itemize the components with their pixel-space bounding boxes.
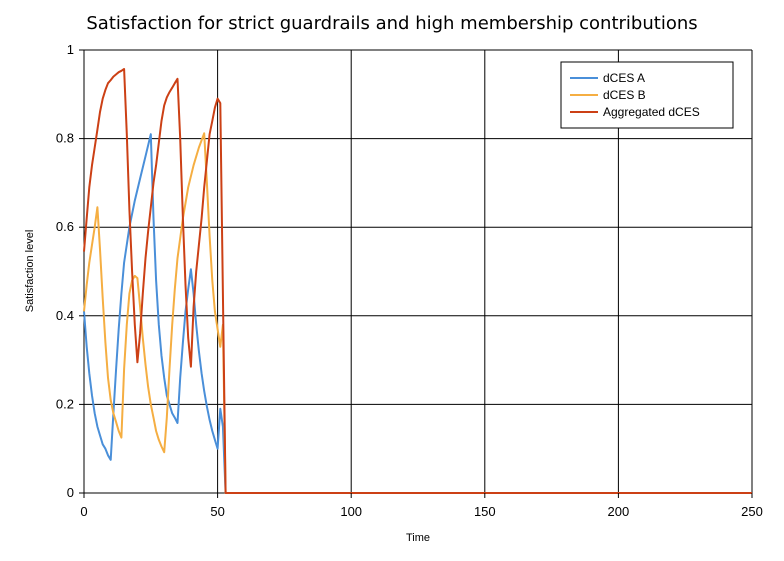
x-tick-label: 250 bbox=[741, 504, 763, 519]
y-tick-label: 0.4 bbox=[56, 308, 74, 323]
series-group bbox=[83, 68, 752, 494]
series-line-3 bbox=[83, 68, 752, 494]
x-tick-label: 50 bbox=[210, 504, 224, 519]
x-axis-label: Time bbox=[406, 532, 430, 544]
y-tick-label: 1 bbox=[67, 42, 74, 57]
chart-title: Satisfaction for strict guardrails and h… bbox=[86, 13, 697, 34]
legend-label: Aggregated dCES bbox=[603, 105, 700, 119]
x-tick-label: 100 bbox=[340, 504, 362, 519]
series-line-2 bbox=[83, 132, 752, 494]
y-tick-label: 0.6 bbox=[56, 219, 74, 234]
grid bbox=[83, 49, 753, 494]
y-axis-label: Satisfaction level bbox=[24, 230, 36, 313]
legend: dCES A dCES B Aggregated dCES bbox=[560, 61, 734, 129]
y-tick-label: 0.2 bbox=[56, 396, 74, 411]
y-tick-label: 0.8 bbox=[56, 131, 74, 146]
ticks: 0 50 100 150 200 250 0 0.2 0.4 0.6 0.8 1 bbox=[56, 42, 763, 519]
series-line-1 bbox=[83, 133, 752, 494]
legend-label: dCES B bbox=[603, 88, 646, 102]
x-tick-label: 0 bbox=[80, 504, 87, 519]
x-tick-label: 150 bbox=[474, 504, 496, 519]
y-tick-label: 0 bbox=[67, 485, 74, 500]
legend-label: dCES A bbox=[603, 71, 645, 85]
x-tick-label: 200 bbox=[608, 504, 630, 519]
